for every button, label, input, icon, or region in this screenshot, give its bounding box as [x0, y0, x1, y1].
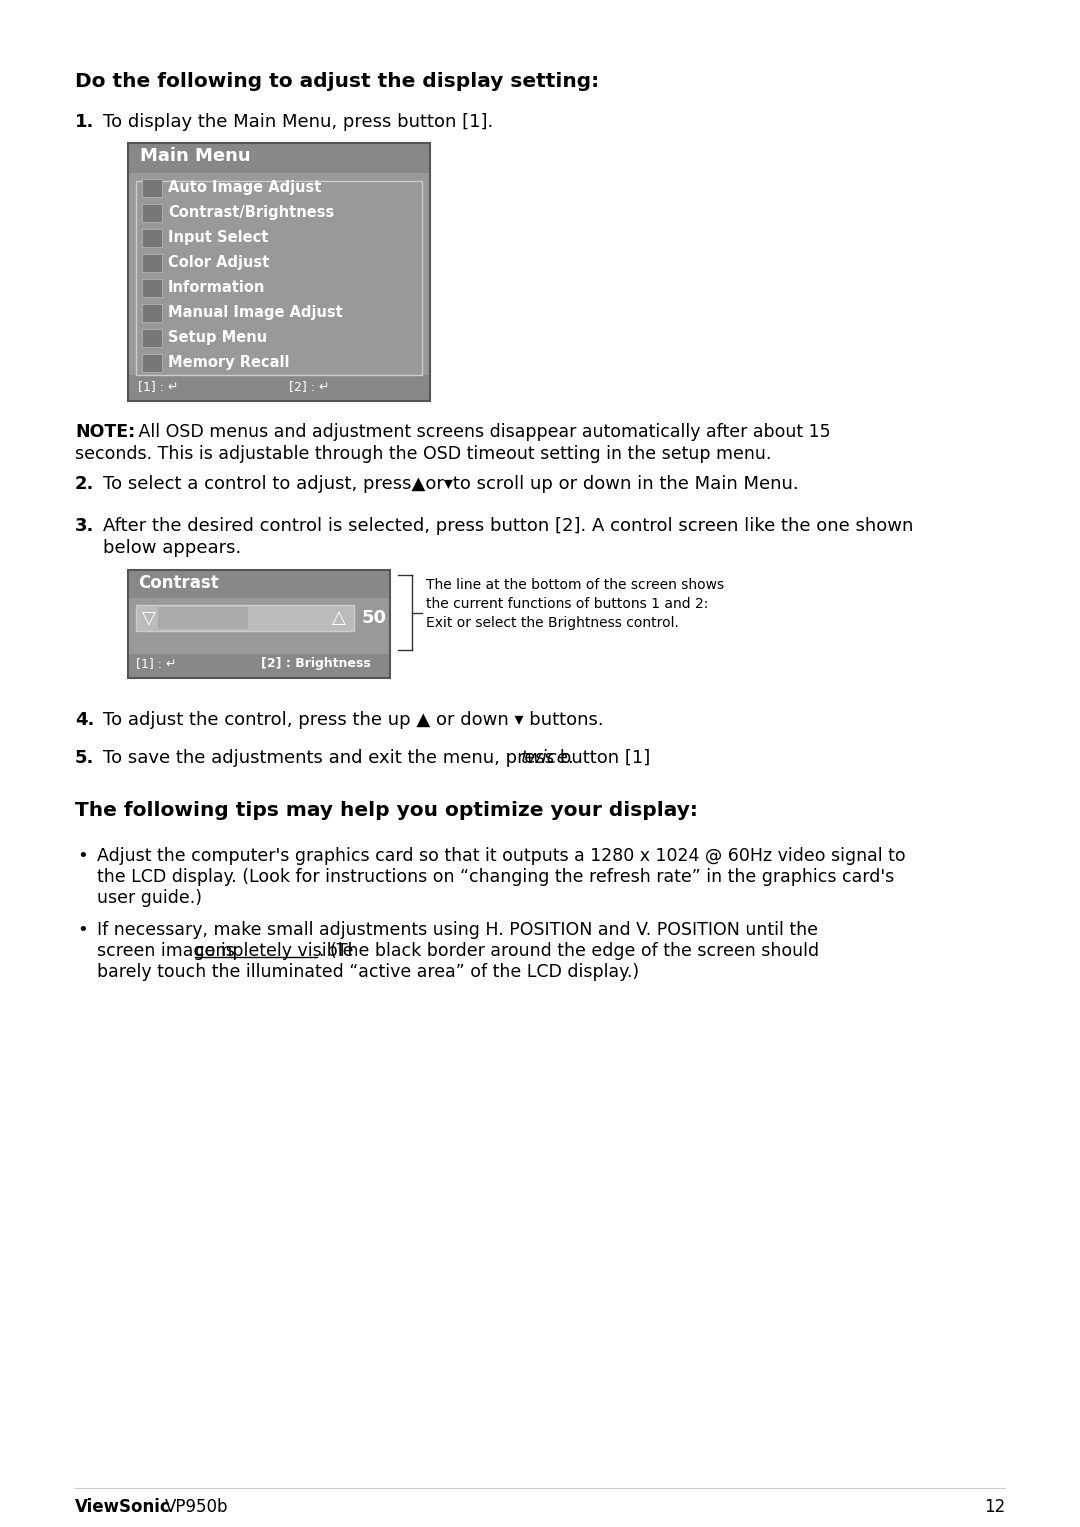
- Text: 5.: 5.: [75, 750, 94, 767]
- Text: VP950b: VP950b: [165, 1498, 229, 1516]
- Text: Information: Information: [168, 279, 266, 295]
- Bar: [129, 570, 390, 599]
- Text: the LCD display. (Look for instructions on “changing the refresh rate” in the gr: the LCD display. (Look for instructions …: [97, 867, 894, 886]
- Text: After the desired control is selected, press button [2]. A control screen like t: After the desired control is selected, p…: [103, 518, 914, 534]
- Bar: [129, 376, 430, 402]
- Bar: [129, 599, 390, 678]
- Text: To select a control to adjust, press▲or▾to scroll up or down in the Main Menu.: To select a control to adjust, press▲or▾…: [103, 475, 798, 493]
- Bar: [141, 353, 162, 371]
- Text: The following tips may help you optimize your display:: The following tips may help you optimize…: [75, 802, 698, 820]
- Text: [2] : ↵: [2] : ↵: [289, 380, 329, 394]
- Text: the current functions of buttons 1 and 2:: the current functions of buttons 1 and 2…: [426, 597, 708, 611]
- Text: 1.: 1.: [75, 113, 94, 131]
- Text: screen image is: screen image is: [97, 942, 241, 960]
- Bar: [136, 605, 354, 631]
- Bar: [141, 203, 162, 221]
- Text: If necessary, make small adjustments using H. POSITION and V. POSITION until the: If necessary, make small adjustments usi…: [97, 921, 818, 939]
- Text: 3.: 3.: [75, 518, 94, 534]
- Text: .: .: [567, 750, 572, 767]
- Text: Adjust the computer's graphics card so that it outputs a 1280 x 1024 @ 60Hz vide: Adjust the computer's graphics card so t…: [97, 847, 906, 864]
- Text: Manual Image Adjust: Manual Image Adjust: [168, 305, 342, 321]
- Text: Color Adjust: Color Adjust: [168, 255, 269, 270]
- Text: •: •: [77, 847, 87, 864]
- Text: Memory Recall: Memory Recall: [168, 354, 289, 370]
- Text: NOTE:: NOTE:: [75, 423, 135, 441]
- Bar: [129, 144, 430, 173]
- Text: completely visible: completely visible: [195, 942, 353, 960]
- Text: Input Select: Input Select: [168, 231, 268, 244]
- Bar: [141, 304, 162, 322]
- Text: seconds. This is adjustable through the OSD timeout setting in the setup menu.: seconds. This is adjustable through the …: [75, 444, 771, 463]
- Text: below appears.: below appears.: [103, 539, 241, 557]
- Bar: [141, 328, 162, 347]
- Text: To display the Main Menu, press button [1].: To display the Main Menu, press button […: [103, 113, 494, 131]
- Text: Contrast: Contrast: [138, 574, 219, 592]
- Bar: [158, 608, 248, 629]
- Text: 50: 50: [362, 609, 387, 628]
- Text: twice: twice: [521, 750, 569, 767]
- Text: ViewSonic: ViewSonic: [75, 1498, 171, 1516]
- Bar: [129, 144, 430, 402]
- Text: [1] : ↵: [1] : ↵: [138, 380, 178, 394]
- Bar: [141, 253, 162, 272]
- Text: . (The black border around the edge of the screen should: . (The black border around the edge of t…: [319, 942, 819, 960]
- Text: barely touch the illuminated “active area” of the LCD display.): barely touch the illuminated “active are…: [97, 964, 639, 980]
- Bar: [136, 182, 422, 376]
- Text: 4.: 4.: [75, 712, 94, 728]
- Text: Auto Image Adjust: Auto Image Adjust: [168, 180, 322, 195]
- Bar: [141, 229, 162, 246]
- Text: Main Menu: Main Menu: [140, 147, 251, 165]
- Text: Contrast/Brightness: Contrast/Brightness: [168, 205, 334, 220]
- Text: △: △: [332, 609, 346, 628]
- Bar: [129, 173, 430, 402]
- Text: 12: 12: [984, 1498, 1005, 1516]
- Bar: [141, 278, 162, 296]
- Text: All OSD menus and adjustment screens disappear automatically after about 15: All OSD menus and adjustment screens dis…: [133, 423, 831, 441]
- Text: user guide.): user guide.): [97, 889, 202, 907]
- Text: [1] : ↵: [1] : ↵: [136, 658, 176, 670]
- Bar: [129, 570, 390, 678]
- Bar: [141, 179, 162, 197]
- Text: Exit or select the Brightness control.: Exit or select the Brightness control.: [426, 615, 679, 631]
- Bar: [129, 654, 390, 678]
- Text: To adjust the control, press the up ▲ or down ▾ buttons.: To adjust the control, press the up ▲ or…: [103, 712, 604, 728]
- Text: The line at the bottom of the screen shows: The line at the bottom of the screen sho…: [426, 579, 724, 592]
- Text: Setup Menu: Setup Menu: [168, 330, 267, 345]
- Text: 2.: 2.: [75, 475, 94, 493]
- Text: ▽: ▽: [141, 609, 156, 628]
- Text: Do the following to adjust the display setting:: Do the following to adjust the display s…: [75, 72, 599, 92]
- Text: •: •: [77, 921, 87, 939]
- Text: [2] : Brightness: [2] : Brightness: [261, 658, 370, 670]
- Text: To save the adjustments and exit the menu, press button [1]: To save the adjustments and exit the men…: [103, 750, 656, 767]
